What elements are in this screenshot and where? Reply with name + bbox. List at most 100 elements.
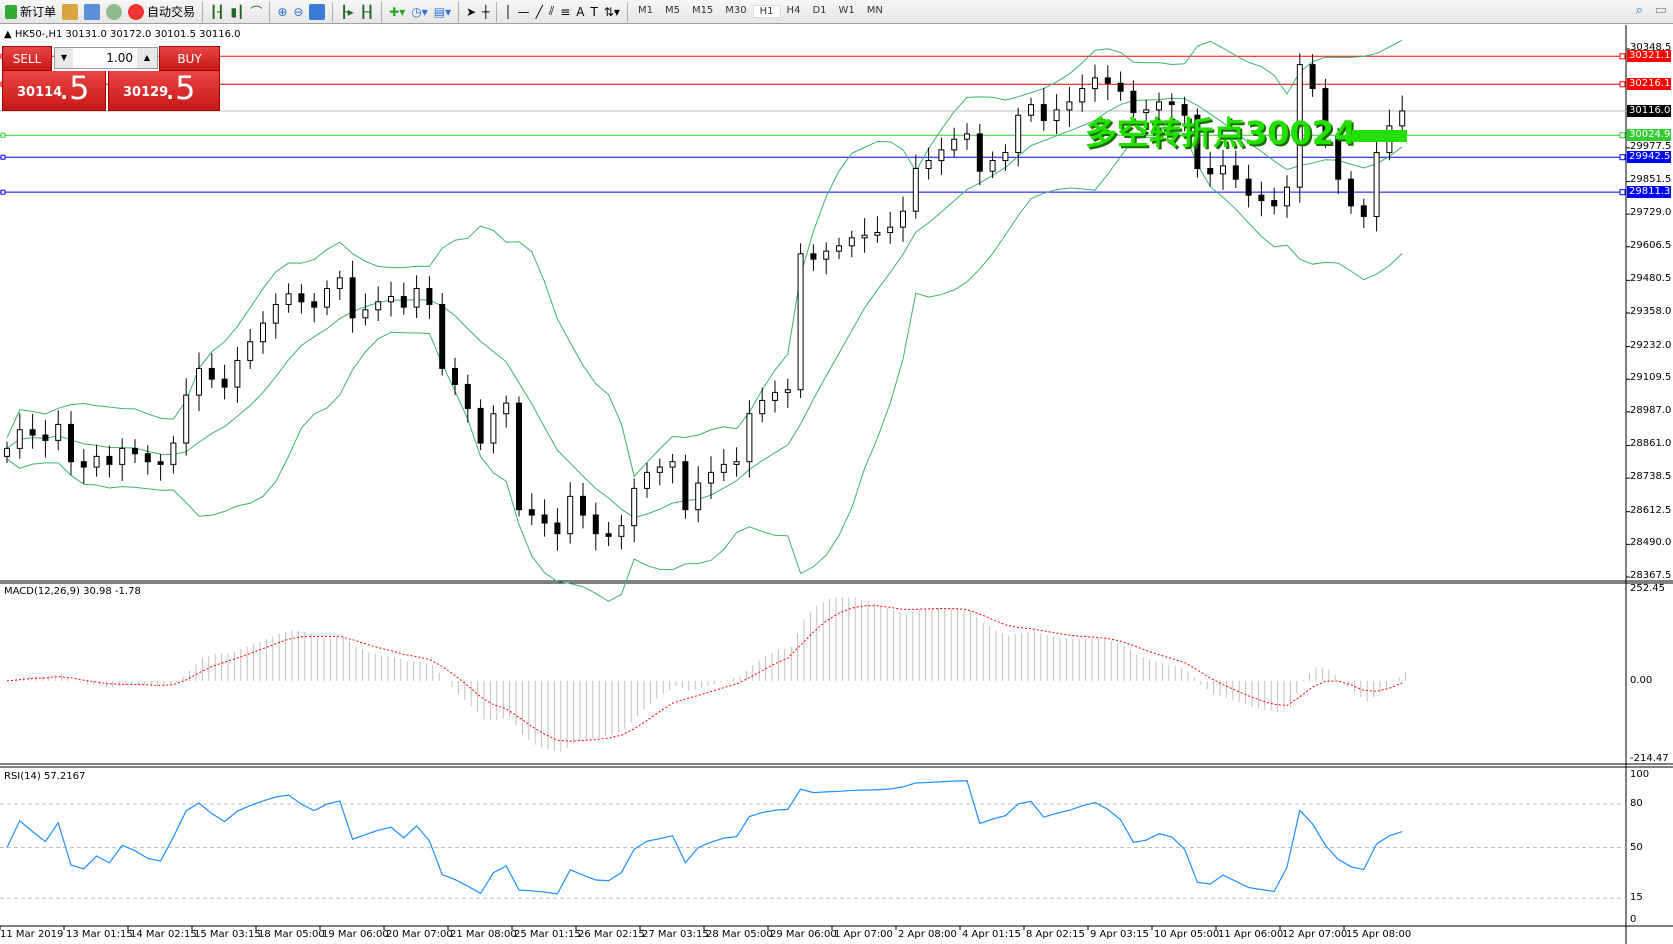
template-icon: ▤▾ <box>433 4 452 19</box>
timeframe-h4[interactable]: H4 <box>786 5 801 16</box>
history-button[interactable] <box>59 1 81 23</box>
signals-button[interactable] <box>103 1 125 23</box>
macd-label: MACD(12,26,9) 30.98 -1.78 <box>4 586 141 597</box>
candle-bull <box>708 471 714 484</box>
trendline-button[interactable]: ╱ <box>533 1 546 23</box>
candle-bull <box>413 287 420 308</box>
timeframe-h1[interactable]: H1 <box>752 5 781 18</box>
timeframe-m15[interactable]: M15 <box>691 5 714 16</box>
cursor-button[interactable]: ➤ <box>463 1 479 23</box>
periods-button[interactable]: ◷▾ <box>408 1 431 23</box>
auto-scroll-icon: ┠▸ <box>340 4 354 19</box>
collapse-icon[interactable]: ▲ <box>4 29 15 40</box>
pivot-marker <box>1352 130 1407 142</box>
tile-windows-button[interactable] <box>306 1 328 23</box>
candle-bull <box>1079 88 1086 103</box>
rsi-axis-label: 100 <box>1630 769 1650 780</box>
level-price-tag: 30216.1 <box>1627 78 1671 91</box>
fibonacci-button[interactable]: ≡ <box>557 1 573 23</box>
lot-increase-button[interactable]: ▲ <box>137 48 157 68</box>
timeframe-d1[interactable]: D1 <box>812 5 827 16</box>
timeframe-m30[interactable]: M30 <box>725 5 747 16</box>
tile-icon <box>309 3 326 20</box>
candle-bull <box>1373 152 1380 218</box>
candle-bear <box>1181 104 1188 116</box>
level-handle <box>0 189 6 195</box>
chat-icon[interactable]: ▭ <box>1654 3 1667 18</box>
crosshair-icon: ┼ <box>482 4 490 19</box>
level-handle <box>1619 132 1626 139</box>
crosshair-button[interactable]: ┼ <box>479 1 492 23</box>
candle-bull <box>170 442 177 465</box>
candle-bear <box>1271 200 1278 207</box>
candle-bear <box>400 295 407 308</box>
clock-icon: ◷▾ <box>411 4 428 19</box>
trendline-icon: ╱ <box>535 4 543 19</box>
timeframe-w1[interactable]: W1 <box>838 5 855 16</box>
buy-button[interactable]: BUY <box>159 46 220 71</box>
price-tick-label: 29109.5 <box>1630 372 1672 384</box>
divider <box>458 1 460 22</box>
candle-chart-icon: ▮┃ <box>230 4 245 19</box>
buy-price[interactable]: 30129 .5 <box>108 69 220 111</box>
price-tick-label: 30348.5 <box>1630 42 1672 53</box>
candle-bull <box>285 293 292 305</box>
sell-button[interactable]: SELL <box>2 46 52 71</box>
auto-trading-button[interactable]: 自动交易 <box>125 1 198 23</box>
vertical-line-button[interactable]: │ <box>501 1 514 23</box>
candle-bull <box>733 461 740 465</box>
zoom-in-button[interactable]: ⊕ <box>274 1 290 23</box>
text-label-button[interactable]: T <box>588 1 601 23</box>
line-chart-button[interactable]: ⌒ <box>247 1 265 23</box>
candle-bear <box>1360 205 1367 218</box>
equidistant-channel-button[interactable]: ⫽ <box>546 1 557 23</box>
candle-chart-button[interactable]: ▮┃ <box>227 1 247 23</box>
candle-bear <box>682 461 689 511</box>
candle-bull <box>247 341 254 361</box>
candle-bull <box>746 413 753 463</box>
candle-bear <box>976 133 983 172</box>
candle-bear <box>541 514 548 524</box>
bollinger-lower <box>6 131 1403 602</box>
pivot-annotation: 多空转折点30024 <box>1085 114 1357 152</box>
candle-bull <box>989 160 996 172</box>
terminal-button[interactable] <box>81 1 103 23</box>
level-handle <box>0 132 6 138</box>
candle-bull <box>951 138 958 151</box>
candle-bull <box>772 391 778 401</box>
arrows-button[interactable]: ⇅▾ <box>601 1 623 23</box>
time-axis-label: 15 Apr 08:00 <box>1346 929 1412 940</box>
price-tick-label: 29851.5 <box>1630 174 1672 186</box>
text-button[interactable]: A <box>573 1 587 23</box>
bar-chart-button[interactable]: ┃┨ <box>207 1 227 23</box>
zoom-out-button[interactable]: ⊖ <box>290 1 306 23</box>
indicators-button[interactable]: ✚▾ <box>386 1 408 23</box>
fibonacci-icon: ≡ <box>560 4 571 19</box>
sell-price[interactable]: 30114 .5 <box>2 69 106 111</box>
macd-signal-line <box>6 605 1403 742</box>
lot-stepper[interactable]: ▼ 1.00 ▲ <box>54 47 158 69</box>
lot-input[interactable]: 1.00 <box>106 51 133 65</box>
level-handle <box>1619 81 1626 88</box>
zoom-out-icon: ⊖ <box>293 4 304 19</box>
time-axis-label: 4 Apr 01:15 <box>962 929 1021 940</box>
time-axis-label: 2 Apr 08:00 <box>898 929 957 940</box>
timeframe-m5[interactable]: M5 <box>664 5 680 16</box>
candle-bull <box>938 149 945 162</box>
candle-bull <box>720 463 727 473</box>
new-order-button[interactable]: 新订单 <box>2 1 59 23</box>
chart-header: ▲ HK50-,H1 30131.0 30172.0 30101.5 30116… <box>4 29 240 40</box>
candle-bear <box>426 287 433 305</box>
candle-bear <box>516 402 522 511</box>
search-icon[interactable]: ⌕ <box>1635 3 1643 18</box>
level-price-tag: 29942.5 <box>1627 151 1671 164</box>
templates-button[interactable]: ▤▾ <box>431 1 454 23</box>
auto-scroll-button[interactable]: ┠▸ <box>337 1 356 23</box>
chart-canvas[interactable] <box>0 25 1673 944</box>
lot-decrease-button[interactable]: ▼ <box>55 48 73 68</box>
timeframe-m1[interactable]: M1 <box>637 5 653 16</box>
horizontal-line-button[interactable]: — <box>515 1 533 23</box>
candle-bull <box>567 495 574 535</box>
timeframe-mn[interactable]: MN <box>866 5 883 16</box>
chart-shift-button[interactable]: ┠┨ <box>357 1 377 23</box>
